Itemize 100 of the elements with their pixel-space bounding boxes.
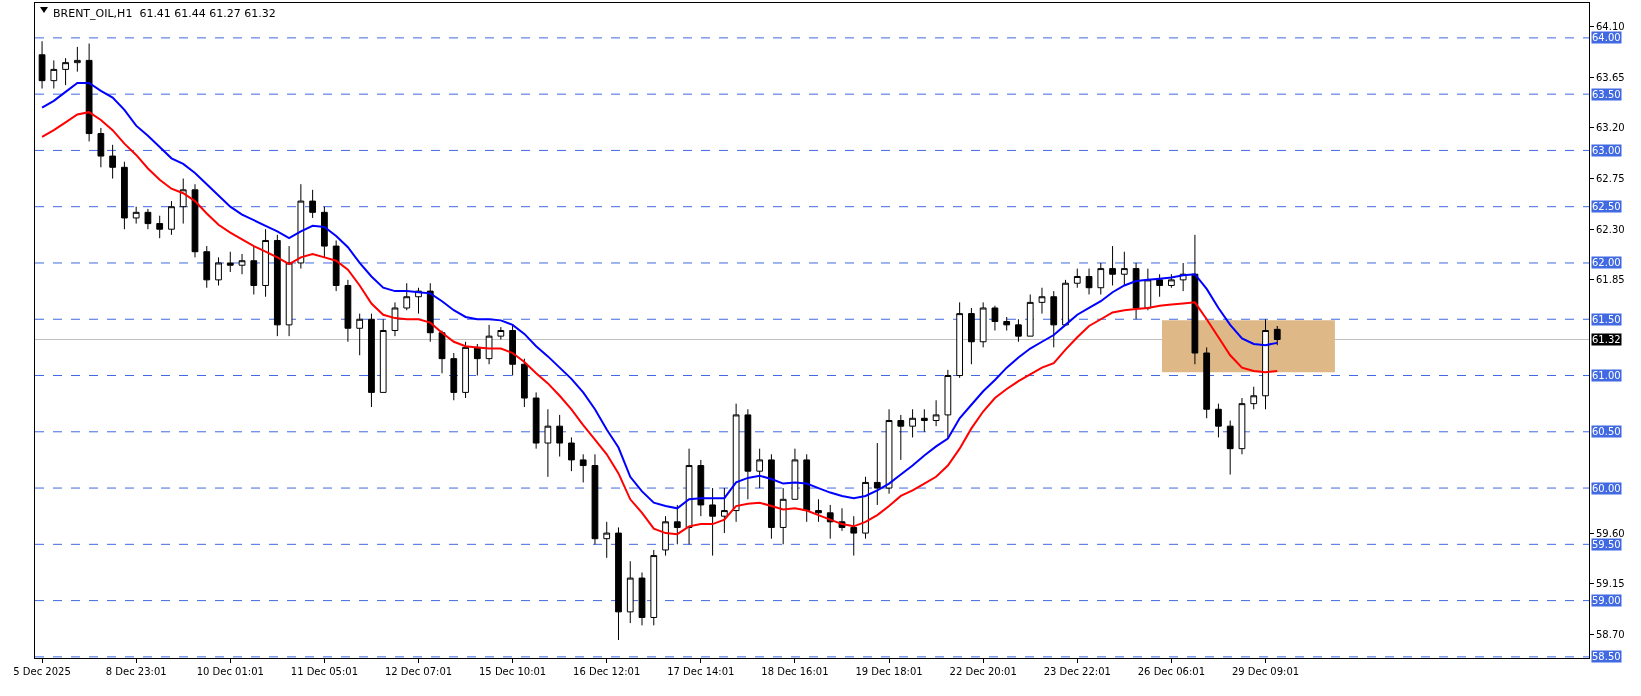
x-tick-label: 5 Dec 2025	[13, 666, 71, 677]
candlestick	[1226, 420, 1234, 476]
candlestick	[979, 301, 987, 348]
y-tick-label: 59.60	[1596, 527, 1625, 539]
candlestick	[1191, 234, 1199, 365]
candlestick	[779, 487, 787, 545]
candlestick	[273, 234, 281, 337]
candlestick	[238, 253, 246, 275]
candlestick	[215, 256, 222, 286]
candlestick	[685, 448, 693, 545]
candlestick	[579, 453, 587, 483]
candlestick	[697, 459, 705, 517]
candlestick	[815, 498, 822, 523]
candlestick	[1168, 273, 1175, 289]
candlestick	[638, 571, 646, 626]
candlestick	[73, 46, 81, 73]
candlestick	[603, 521, 611, 559]
candlestick	[321, 206, 328, 258]
candlestick	[356, 313, 364, 356]
x-tick-label: 15 Dec 10:01	[478, 666, 547, 677]
candlestick	[1238, 397, 1246, 455]
candlestick	[250, 245, 258, 295]
x-tick-label: 17 Dec 14:01	[667, 666, 735, 677]
candlestick	[109, 144, 117, 180]
ref-line-label: 61.32	[1592, 334, 1621, 345]
candlestick	[744, 408, 752, 500]
candlestick	[720, 487, 728, 534]
candlestick	[1132, 262, 1140, 320]
candlestick	[1203, 346, 1211, 419]
candlestick	[1262, 318, 1269, 410]
candlestick	[768, 453, 775, 540]
candlestick	[438, 330, 446, 374]
candlestick	[803, 453, 811, 523]
candlestick	[1050, 290, 1058, 348]
candlestick	[85, 43, 93, 142]
candlestick	[1026, 293, 1034, 337]
candlestick	[909, 408, 916, 438]
candlestick	[732, 403, 740, 523]
candlestick	[897, 414, 905, 461]
candlestick	[850, 515, 858, 557]
candlestick	[156, 215, 164, 239]
candlestick	[932, 399, 940, 427]
y-tick-label: 64.10	[1596, 21, 1625, 33]
ref-line-label: 61.50	[1592, 314, 1621, 325]
candlestick	[1038, 287, 1046, 315]
ref-line-label: 62.00	[1592, 257, 1621, 268]
candlestick	[1097, 262, 1105, 295]
ref-line-label: 59.50	[1592, 539, 1621, 550]
x-tick-label: 18 Dec 16:01	[761, 666, 829, 677]
candlestick	[168, 200, 175, 236]
ref-line-label: 59.00	[1592, 595, 1621, 606]
candlestick	[968, 307, 975, 365]
candlestick	[1250, 386, 1258, 410]
candlestick	[920, 408, 928, 433]
candlestick	[1156, 273, 1163, 298]
candlestick	[1215, 403, 1222, 438]
candlestick	[1062, 279, 1069, 326]
x-tick-label: 11 Dec 05:01	[290, 666, 359, 677]
candlestick	[450, 352, 458, 401]
candlestick	[556, 414, 564, 458]
candlestick	[226, 251, 234, 273]
candlestick	[532, 391, 540, 450]
candlestick	[756, 448, 764, 489]
candlestick	[1015, 318, 1022, 343]
candlestick	[391, 301, 399, 337]
candlestick	[462, 341, 469, 399]
candlestick	[662, 515, 669, 557]
candlestick	[379, 318, 387, 393]
x-tick-label: 26 Dec 06:01	[1137, 666, 1206, 677]
candlestick	[38, 40, 46, 90]
candlestick	[873, 442, 881, 506]
candlestick	[1003, 316, 1011, 331]
candlestick	[956, 301, 964, 379]
candlestick	[862, 476, 869, 540]
candlestick	[673, 504, 681, 545]
ref-line-label: 58.50	[1592, 651, 1621, 662]
candlestick	[885, 408, 893, 495]
y-tick-label: 63.65	[1596, 71, 1625, 83]
x-tick-label: 19 Dec 18:01	[855, 666, 923, 677]
ref-line-label: 63.50	[1592, 89, 1621, 100]
candlestick	[62, 57, 69, 86]
ref-line-label: 60.00	[1592, 483, 1621, 494]
candlestick	[297, 183, 305, 270]
candlestick	[1120, 251, 1128, 286]
candlestick	[1085, 268, 1093, 295]
candlestick	[473, 343, 481, 377]
y-tick-label: 62.30	[1596, 223, 1625, 235]
y-tick-label: 58.70	[1596, 628, 1625, 640]
candlestick	[285, 245, 293, 337]
candlestick	[1144, 268, 1152, 311]
candlestick	[50, 59, 58, 90]
x-tick-label: 29 Dec 09:01	[1231, 666, 1300, 677]
ref-line-label: 64.00	[1592, 32, 1621, 43]
candlestick	[626, 560, 634, 624]
x-tick-label: 8 Dec 23:01	[105, 666, 167, 677]
candlestick	[568, 436, 575, 472]
candlestick	[191, 183, 199, 258]
ref-line-label: 62.50	[1592, 201, 1621, 212]
candlestick	[403, 282, 411, 311]
candlestick	[544, 408, 552, 478]
